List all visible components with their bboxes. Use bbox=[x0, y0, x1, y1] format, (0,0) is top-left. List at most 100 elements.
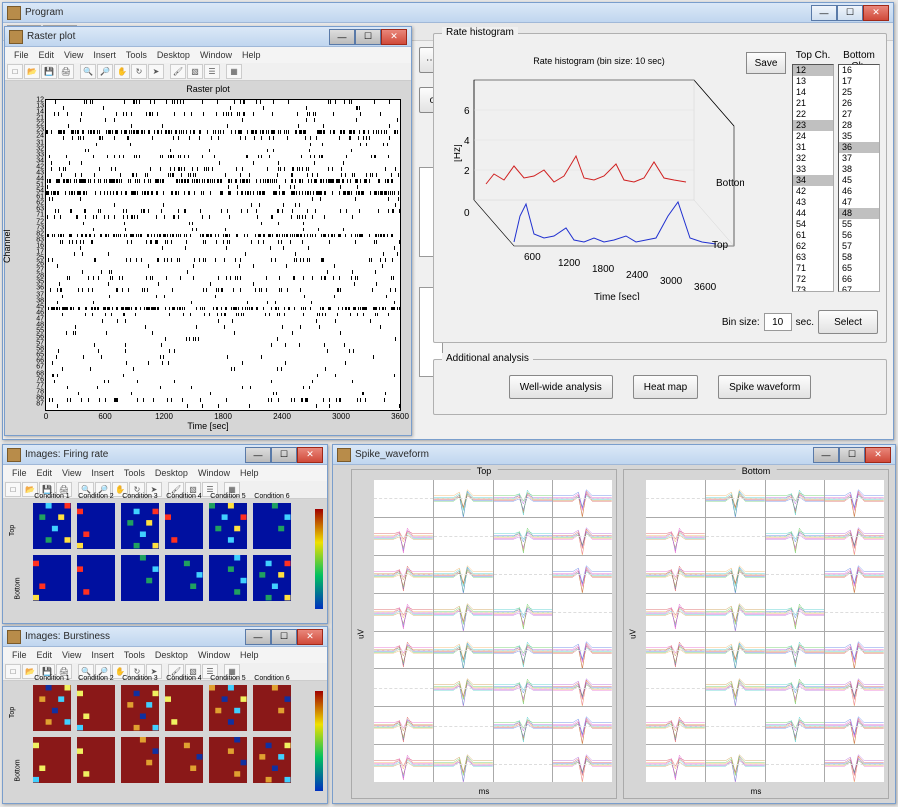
close-button[interactable]: ✕ bbox=[381, 29, 407, 45]
minimize-button[interactable]: — bbox=[811, 5, 837, 21]
channel-item[interactable]: 63 bbox=[793, 252, 833, 263]
close-button[interactable]: ✕ bbox=[297, 447, 323, 463]
maximize-button[interactable]: ☐ bbox=[839, 447, 865, 463]
channel-item[interactable]: 57 bbox=[839, 241, 879, 252]
maximize-button[interactable]: ☐ bbox=[837, 5, 863, 21]
raster-titlebar[interactable]: Raster plot — ☐ ✕ bbox=[5, 27, 411, 47]
raster-menubar[interactable]: File Edit View Insert Tools Desktop Wind… bbox=[5, 47, 411, 63]
channel-item[interactable]: 67 bbox=[839, 285, 879, 292]
new-icon[interactable]: □ bbox=[5, 482, 21, 497]
channel-item[interactable]: 45 bbox=[839, 175, 879, 186]
maximize-button[interactable]: ☐ bbox=[271, 629, 297, 645]
raster-toolbar[interactable]: □📂💾🖨 🔍🔎✋↻➤ 🖌▧☰ ▦ bbox=[5, 63, 411, 81]
channel-item[interactable]: 22 bbox=[793, 109, 833, 120]
open-icon[interactable]: 📂 bbox=[24, 64, 40, 79]
channel-item[interactable]: 14 bbox=[793, 87, 833, 98]
spike-titlebar[interactable]: Spike_waveform — ☐ ✕ bbox=[333, 445, 895, 465]
pan-icon[interactable]: ✋ bbox=[114, 64, 130, 79]
close-button[interactable]: ✕ bbox=[865, 447, 891, 463]
channel-item[interactable]: 73 bbox=[793, 285, 833, 292]
print-icon[interactable]: 🖨 bbox=[58, 64, 74, 79]
channel-item[interactable]: 36 bbox=[839, 142, 879, 153]
heatmap1-titlebar[interactable]: Images: Firing rate — ☐ ✕ bbox=[3, 445, 327, 465]
channel-item[interactable]: 66 bbox=[839, 274, 879, 285]
channel-item[interactable]: 47 bbox=[839, 197, 879, 208]
maximize-button[interactable]: ☐ bbox=[355, 29, 381, 45]
zoom-out-icon[interactable]: 🔎 bbox=[97, 64, 113, 79]
save-icon[interactable]: 💾 bbox=[41, 64, 57, 79]
minimize-button[interactable]: — bbox=[329, 29, 355, 45]
channel-item[interactable]: 72 bbox=[793, 274, 833, 285]
channel-item[interactable]: 12 bbox=[793, 65, 833, 76]
channel-item[interactable]: 24 bbox=[793, 131, 833, 142]
cursor-icon[interactable]: ➤ bbox=[148, 64, 164, 79]
bin-size-input[interactable] bbox=[764, 313, 792, 331]
well-wide-analysis-button[interactable]: Well-wide analysis bbox=[509, 375, 613, 399]
channel-item[interactable]: 28 bbox=[839, 120, 879, 131]
wave-cell bbox=[374, 707, 433, 744]
channel-item[interactable]: 33 bbox=[793, 164, 833, 175]
menu-tools[interactable]: Tools bbox=[121, 50, 152, 60]
program-titlebar[interactable]: Program — ☐ ✕ bbox=[3, 3, 893, 23]
channel-item[interactable]: 44 bbox=[793, 208, 833, 219]
channel-item[interactable]: 31 bbox=[793, 142, 833, 153]
channel-item[interactable]: 17 bbox=[839, 76, 879, 87]
channel-item[interactable]: 54 bbox=[793, 219, 833, 230]
channel-item[interactable]: 56 bbox=[839, 230, 879, 241]
minimize-button[interactable]: — bbox=[245, 629, 271, 645]
channel-item[interactable]: 62 bbox=[793, 241, 833, 252]
channel-item[interactable]: 32 bbox=[793, 153, 833, 164]
spike-waveform-button[interactable]: Spike waveform bbox=[718, 375, 811, 399]
menu-help[interactable]: Help bbox=[237, 50, 266, 60]
rotate-icon[interactable]: ↻ bbox=[131, 64, 147, 79]
channel-item[interactable]: 26 bbox=[839, 98, 879, 109]
panel-label: Top bbox=[471, 466, 498, 476]
channel-item[interactable]: 61 bbox=[793, 230, 833, 241]
channel-item[interactable]: 21 bbox=[793, 98, 833, 109]
new-icon[interactable]: □ bbox=[5, 664, 21, 679]
new-icon[interactable]: □ bbox=[7, 64, 23, 79]
heat-map-button[interactable]: Heat map bbox=[633, 375, 698, 399]
grid-icon[interactable]: ▦ bbox=[226, 64, 242, 79]
channel-item[interactable]: 23 bbox=[793, 120, 833, 131]
channel-item[interactable]: 46 bbox=[839, 186, 879, 197]
zoom-in-icon[interactable]: 🔍 bbox=[80, 64, 96, 79]
heatmap2-titlebar[interactable]: Images: Burstiness — ☐ ✕ bbox=[3, 627, 327, 647]
channel-item[interactable]: 34 bbox=[793, 175, 833, 186]
channel-item[interactable]: 16 bbox=[839, 65, 879, 76]
menu-desktop[interactable]: Desktop bbox=[152, 50, 195, 60]
save-button[interactable]: Save bbox=[746, 52, 786, 74]
minimize-button[interactable]: — bbox=[245, 447, 271, 463]
brush-icon[interactable]: 🖌 bbox=[170, 64, 186, 79]
maximize-button[interactable]: ☐ bbox=[271, 447, 297, 463]
heatmap1-menubar[interactable]: FileEditViewInsertToolsDesktopWindowHelp bbox=[3, 465, 327, 481]
xtick: 3000 bbox=[332, 412, 350, 421]
legend-icon[interactable]: ☰ bbox=[204, 64, 220, 79]
menu-view[interactable]: View bbox=[59, 50, 88, 60]
channel-item[interactable]: 43 bbox=[793, 197, 833, 208]
menu-file[interactable]: File bbox=[9, 50, 34, 60]
channel-item[interactable]: 71 bbox=[793, 263, 833, 274]
colorbar-icon[interactable]: ▧ bbox=[187, 64, 203, 79]
menu-insert[interactable]: Insert bbox=[88, 50, 121, 60]
channel-item[interactable]: 48 bbox=[839, 208, 879, 219]
heatmap2-menubar[interactable]: FileEditViewInsertToolsDesktopWindowHelp bbox=[3, 647, 327, 663]
bottom-channel-list[interactable]: 1617252627283536373845464748555657586566… bbox=[838, 64, 880, 292]
channel-item[interactable]: 55 bbox=[839, 219, 879, 230]
menu-window[interactable]: Window bbox=[195, 50, 237, 60]
select-button[interactable]: Select bbox=[818, 310, 878, 334]
close-button[interactable]: ✕ bbox=[863, 5, 889, 21]
menu-edit[interactable]: Edit bbox=[34, 50, 60, 60]
channel-item[interactable]: 13 bbox=[793, 76, 833, 87]
top-channel-list[interactable]: 1213142122232431323334424344546162637172… bbox=[792, 64, 834, 292]
minimize-button[interactable]: — bbox=[813, 447, 839, 463]
channel-item[interactable]: 35 bbox=[839, 131, 879, 142]
channel-item[interactable]: 37 bbox=[839, 153, 879, 164]
channel-item[interactable]: 38 bbox=[839, 164, 879, 175]
channel-item[interactable]: 58 bbox=[839, 252, 879, 263]
close-button[interactable]: ✕ bbox=[297, 629, 323, 645]
channel-item[interactable]: 25 bbox=[839, 87, 879, 98]
channel-item[interactable]: 42 bbox=[793, 186, 833, 197]
channel-item[interactable]: 65 bbox=[839, 263, 879, 274]
channel-item[interactable]: 27 bbox=[839, 109, 879, 120]
